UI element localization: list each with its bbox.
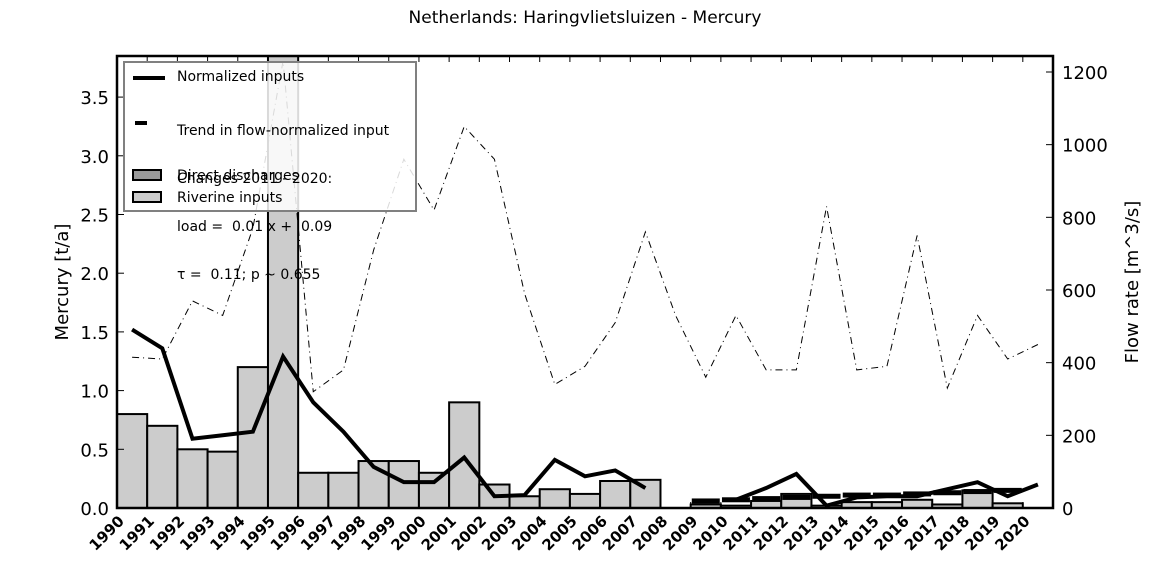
bar-2005 [568, 492, 602, 509]
legend: Normalized inputs Trend in flow-normaliz… [123, 61, 417, 283]
svg-text:Mercury [t/a]: Mercury [t/a] [52, 224, 73, 341]
svg-text:1.5: 1.5 [80, 323, 109, 344]
svg-text:0: 0 [1062, 499, 1073, 520]
svg-text:Flow rate [m^3/s]: Flow rate [m^3/s] [1122, 201, 1143, 364]
svg-text:2.5: 2.5 [80, 205, 109, 226]
bar-1993 [206, 450, 239, 510]
svg-text:800: 800 [1062, 208, 1096, 229]
svg-text:3.5: 3.5 [80, 88, 109, 109]
svg-text:1200: 1200 [1062, 63, 1108, 84]
chart-title: Netherlands: Haringvlietsluizen - Mercur… [408, 8, 762, 28]
legend-item-normalized: Normalized inputs [125, 69, 304, 85]
svg-text:200: 200 [1062, 426, 1096, 447]
normalized-inputs-line [131, 327, 1039, 508]
bar-1996 [297, 471, 330, 510]
bar-2003 [508, 495, 541, 509]
bar-2007 [629, 478, 662, 509]
legend-item-trend: Trend in flow-normalized input Changes 2… [125, 91, 389, 315]
bar-1999 [387, 460, 420, 510]
dash-icon [135, 121, 147, 125]
bar-2006 [599, 479, 632, 510]
legend-item-riverine: Riverine inputs [125, 190, 282, 206]
svg-text:0.5: 0.5 [80, 440, 109, 461]
bar-1992 [176, 448, 209, 510]
patch-icon [132, 191, 162, 203]
bar-2000 [417, 471, 451, 510]
patch-icon [132, 169, 162, 181]
bar-1990 [116, 413, 149, 509]
bar-1994 [236, 366, 269, 509]
bar-1997 [327, 471, 360, 510]
svg-text:3.0: 3.0 [80, 147, 109, 168]
bar-1991 [146, 424, 179, 509]
svg-text:2.0: 2.0 [80, 264, 109, 285]
svg-text:2020: 2020 [991, 512, 1033, 554]
svg-text:600: 600 [1062, 281, 1096, 302]
solid-line-icon [133, 76, 165, 80]
legend-item-direct: Direct discharges [125, 168, 299, 184]
svg-text:0.0: 0.0 [80, 499, 109, 520]
plot-frame [115, 54, 1055, 510]
bar-2004 [538, 488, 571, 509]
svg-text:1000: 1000 [1062, 136, 1108, 157]
svg-text:1.0: 1.0 [80, 382, 109, 403]
svg-text:400: 400 [1062, 354, 1096, 375]
flow-rate-line [132, 60, 1039, 393]
